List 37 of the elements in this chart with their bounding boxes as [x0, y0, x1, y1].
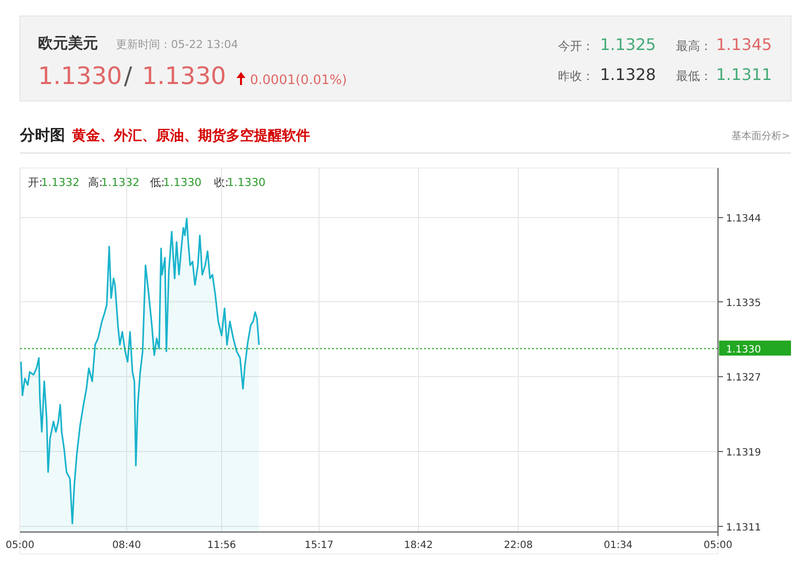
annotation: 低:	[150, 176, 165, 189]
annotation: 高:	[88, 176, 103, 189]
x-tick-label: 05:00	[704, 540, 732, 551]
text: 欧元美元	[38, 34, 98, 52]
text: 1.1328	[600, 65, 656, 84]
annotation: 1.1330	[163, 176, 202, 189]
text: 0.0001(0.01%)	[250, 73, 347, 88]
y-tick-label: 1.1311	[726, 522, 761, 534]
text: 昨收：	[558, 69, 594, 83]
y-tick-label: 1.1344	[726, 214, 761, 225]
annotation: 开:	[28, 176, 43, 189]
text: 基本面分析>	[732, 130, 790, 142]
text: 1.1325	[600, 35, 656, 54]
text: 最高：	[676, 39, 712, 53]
text: 1.1330	[38, 62, 122, 90]
text: 1.1345	[716, 35, 772, 54]
annotation: 1.1330	[227, 176, 266, 189]
x-tick-label: 08:40	[112, 540, 142, 551]
text: 更新时间：05-22 13:04	[116, 38, 238, 51]
x-tick-label: 18:42	[404, 540, 433, 551]
text: 1.1330	[142, 62, 226, 90]
ref-line-label: 1.1330	[726, 344, 761, 356]
annotation: 1.1332	[41, 176, 80, 189]
y-tick-label: 1.1319	[726, 448, 761, 459]
x-tick-label: 05:00	[6, 540, 34, 551]
chart-title: 分时图	[19, 126, 65, 144]
x-tick-label: 15:17	[304, 540, 334, 551]
x-tick-label: 22:08	[504, 540, 533, 551]
y-tick-label: 1.1335	[726, 298, 761, 309]
y-tick-label: 1.1327	[726, 372, 761, 384]
x-tick-label: 11:56	[207, 540, 236, 551]
text: 最低：	[676, 69, 712, 83]
text: 今开：	[558, 39, 594, 53]
chart-subtitle: 黄金、外汇、原油、期货多空提醒软件	[71, 127, 310, 144]
x-tick-label: 01:34	[604, 540, 633, 551]
text: /	[124, 62, 133, 90]
annotation: 1.1332	[101, 176, 140, 189]
